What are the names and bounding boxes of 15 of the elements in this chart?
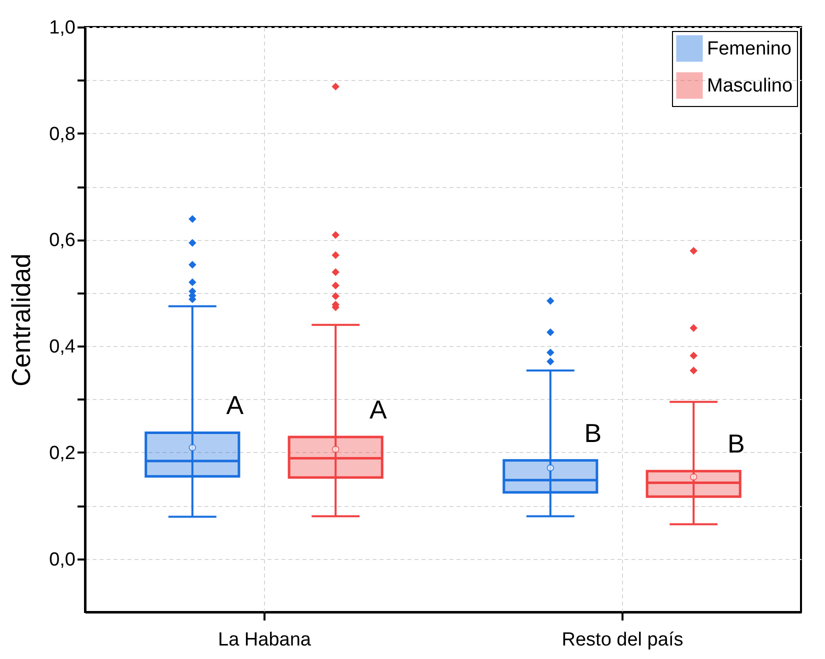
annotation: B	[584, 418, 602, 448]
y-tick-label: 0,6	[49, 230, 76, 252]
legend-label: Masculino	[707, 76, 793, 96]
y-tick-label: 0,8	[49, 124, 76, 145]
y-axis-title: Centralidad	[6, 254, 36, 386]
legend-label: Femenino	[707, 38, 792, 60]
x-tick-label: La Habana	[218, 630, 312, 650]
y-tick-label: 0,0	[49, 549, 76, 570]
y-tick-label: 0,2	[49, 442, 76, 464]
y-tick-label: 0,4	[49, 336, 76, 358]
x-tick-label: Resto del país	[562, 630, 684, 650]
annotation: B	[727, 428, 745, 458]
annotation: A	[226, 390, 244, 420]
annotation: A	[369, 394, 388, 424]
y-tick-label: 1,0	[49, 18, 76, 38]
